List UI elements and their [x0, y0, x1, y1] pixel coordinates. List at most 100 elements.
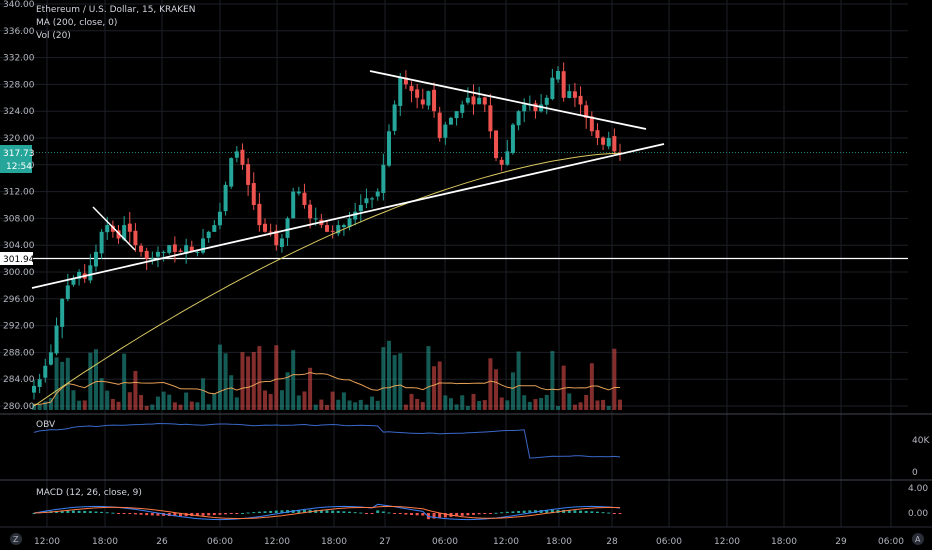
candle-body [189, 246, 194, 252]
volume-bar [375, 400, 380, 410]
descending-trendline[interactable] [369, 70, 647, 130]
volume-bar [234, 397, 239, 410]
candle-body [437, 112, 442, 138]
zoom-button[interactable]: Z [10, 533, 22, 545]
candle-body [105, 225, 110, 233]
volume-bar [313, 404, 318, 410]
time-axis[interactable]: 12:00 18:00 26 06:00 12:00 18:00 27 06:00 12:00 1… [34, 537, 904, 547]
volume-bar [144, 405, 149, 410]
candle-body [313, 218, 318, 220]
volume-bar [212, 393, 217, 410]
macd-histogram-bar [342, 511, 346, 513]
macd-histogram-bar [297, 509, 301, 513]
candle-body [386, 131, 391, 166]
macd-legend[interactable]: MACD (12, 26, close, 9) [36, 488, 142, 498]
price-tick-label: 332.00 [3, 54, 35, 64]
time-tick-label: 29 [835, 537, 847, 547]
macd-histogram-bar [60, 510, 64, 513]
macd-tick-4: 4.00 [908, 484, 928, 494]
macd-histogram-bar [443, 513, 447, 518]
time-tick-label: 12:00 [714, 537, 740, 547]
candle-body [155, 251, 160, 257]
volume-bar [353, 402, 358, 410]
candle-body [201, 238, 206, 253]
macd-histogram-bar [483, 513, 487, 514]
macd-histogram-bar [111, 512, 115, 514]
macd-histogram-bar [421, 513, 425, 516]
obv-legend[interactable]: OBV [36, 420, 56, 430]
macd-histogram-bar [331, 510, 335, 513]
macd-histogram-bar [500, 512, 504, 514]
candle-body [601, 137, 606, 145]
macd-histogram-bar [336, 510, 340, 513]
candle-body [110, 225, 115, 232]
volume-bar [471, 393, 476, 410]
price-tick-label: 308.00 [3, 214, 35, 224]
macd-histogram-bar [145, 513, 149, 516]
candle-body [251, 183, 256, 205]
volume-bar [268, 393, 273, 410]
macd-histogram-bar [353, 512, 357, 514]
volume-bar [336, 399, 341, 410]
vol-legend[interactable]: Vol (20) [36, 31, 71, 41]
volume-bar [454, 404, 459, 410]
candle-body [195, 251, 200, 253]
macd-histogram-bar [252, 512, 256, 514]
macd-histogram-bar [455, 513, 459, 517]
candle-body [398, 77, 403, 107]
volume-bar [606, 405, 611, 410]
candle-body [167, 245, 172, 253]
time-tick-label: 18:00 [771, 537, 797, 547]
macd-histogram-bar [381, 511, 385, 513]
volume-bar [494, 369, 499, 410]
macd-histogram-bar [77, 510, 81, 513]
candle-body [217, 211, 222, 226]
candle-body [71, 278, 76, 285]
candle-body [144, 250, 149, 259]
macd-histogram-bar [595, 511, 599, 513]
ascending-trendline[interactable] [31, 143, 665, 289]
macd-histogram-bar [156, 513, 160, 516]
volume-bar [217, 344, 222, 410]
candle-body [606, 138, 611, 147]
volume-bar [420, 402, 425, 410]
volume-bar [539, 398, 544, 410]
macd-histogram-bar [100, 511, 104, 513]
macd-histogram-bar [472, 513, 475, 515]
ma200-line[interactable] [33, 152, 621, 407]
macd-histogram-bar [528, 510, 532, 513]
macd-histogram-bar [460, 513, 464, 516]
macd-histogram-bar [348, 511, 352, 513]
price-tick-label: 300.00 [3, 268, 35, 278]
volume-bar [246, 356, 251, 410]
candle-body [60, 298, 65, 327]
price-tick-label: 304.00 [3, 241, 35, 251]
auto-scale-button[interactable]: A [912, 533, 924, 545]
macd-histogram-bar [229, 513, 233, 514]
macd-histogram-bar [370, 513, 374, 514]
countdown-label: 12:54 [6, 162, 32, 172]
time-tick-label: 06:00 [432, 537, 458, 547]
candle-body [426, 91, 431, 106]
candle-body [477, 97, 482, 105]
macd-histogram-bar [319, 510, 323, 513]
candle-body [550, 77, 555, 100]
candlesticks[interactable] [32, 62, 622, 400]
ma-legend[interactable]: MA (200, close, 0) [36, 18, 117, 28]
macd-histogram-bar [573, 510, 577, 513]
obv-tick-40k: 40K [912, 436, 930, 446]
candle-body [420, 99, 425, 105]
volume-bar [477, 401, 482, 410]
candle-body [358, 205, 363, 212]
volume-bar [448, 398, 453, 410]
candle-body [77, 272, 82, 279]
price-tick-label: 320.00 [3, 134, 35, 144]
candle-body [274, 230, 279, 246]
chart-title: Ethereum / U.S. Dollar, 15, KRAKEN [36, 5, 195, 15]
candle-body [99, 231, 104, 254]
macd-histogram-bar [517, 510, 521, 513]
short-down-trendline[interactable] [92, 206, 136, 251]
candle-body [561, 71, 566, 98]
